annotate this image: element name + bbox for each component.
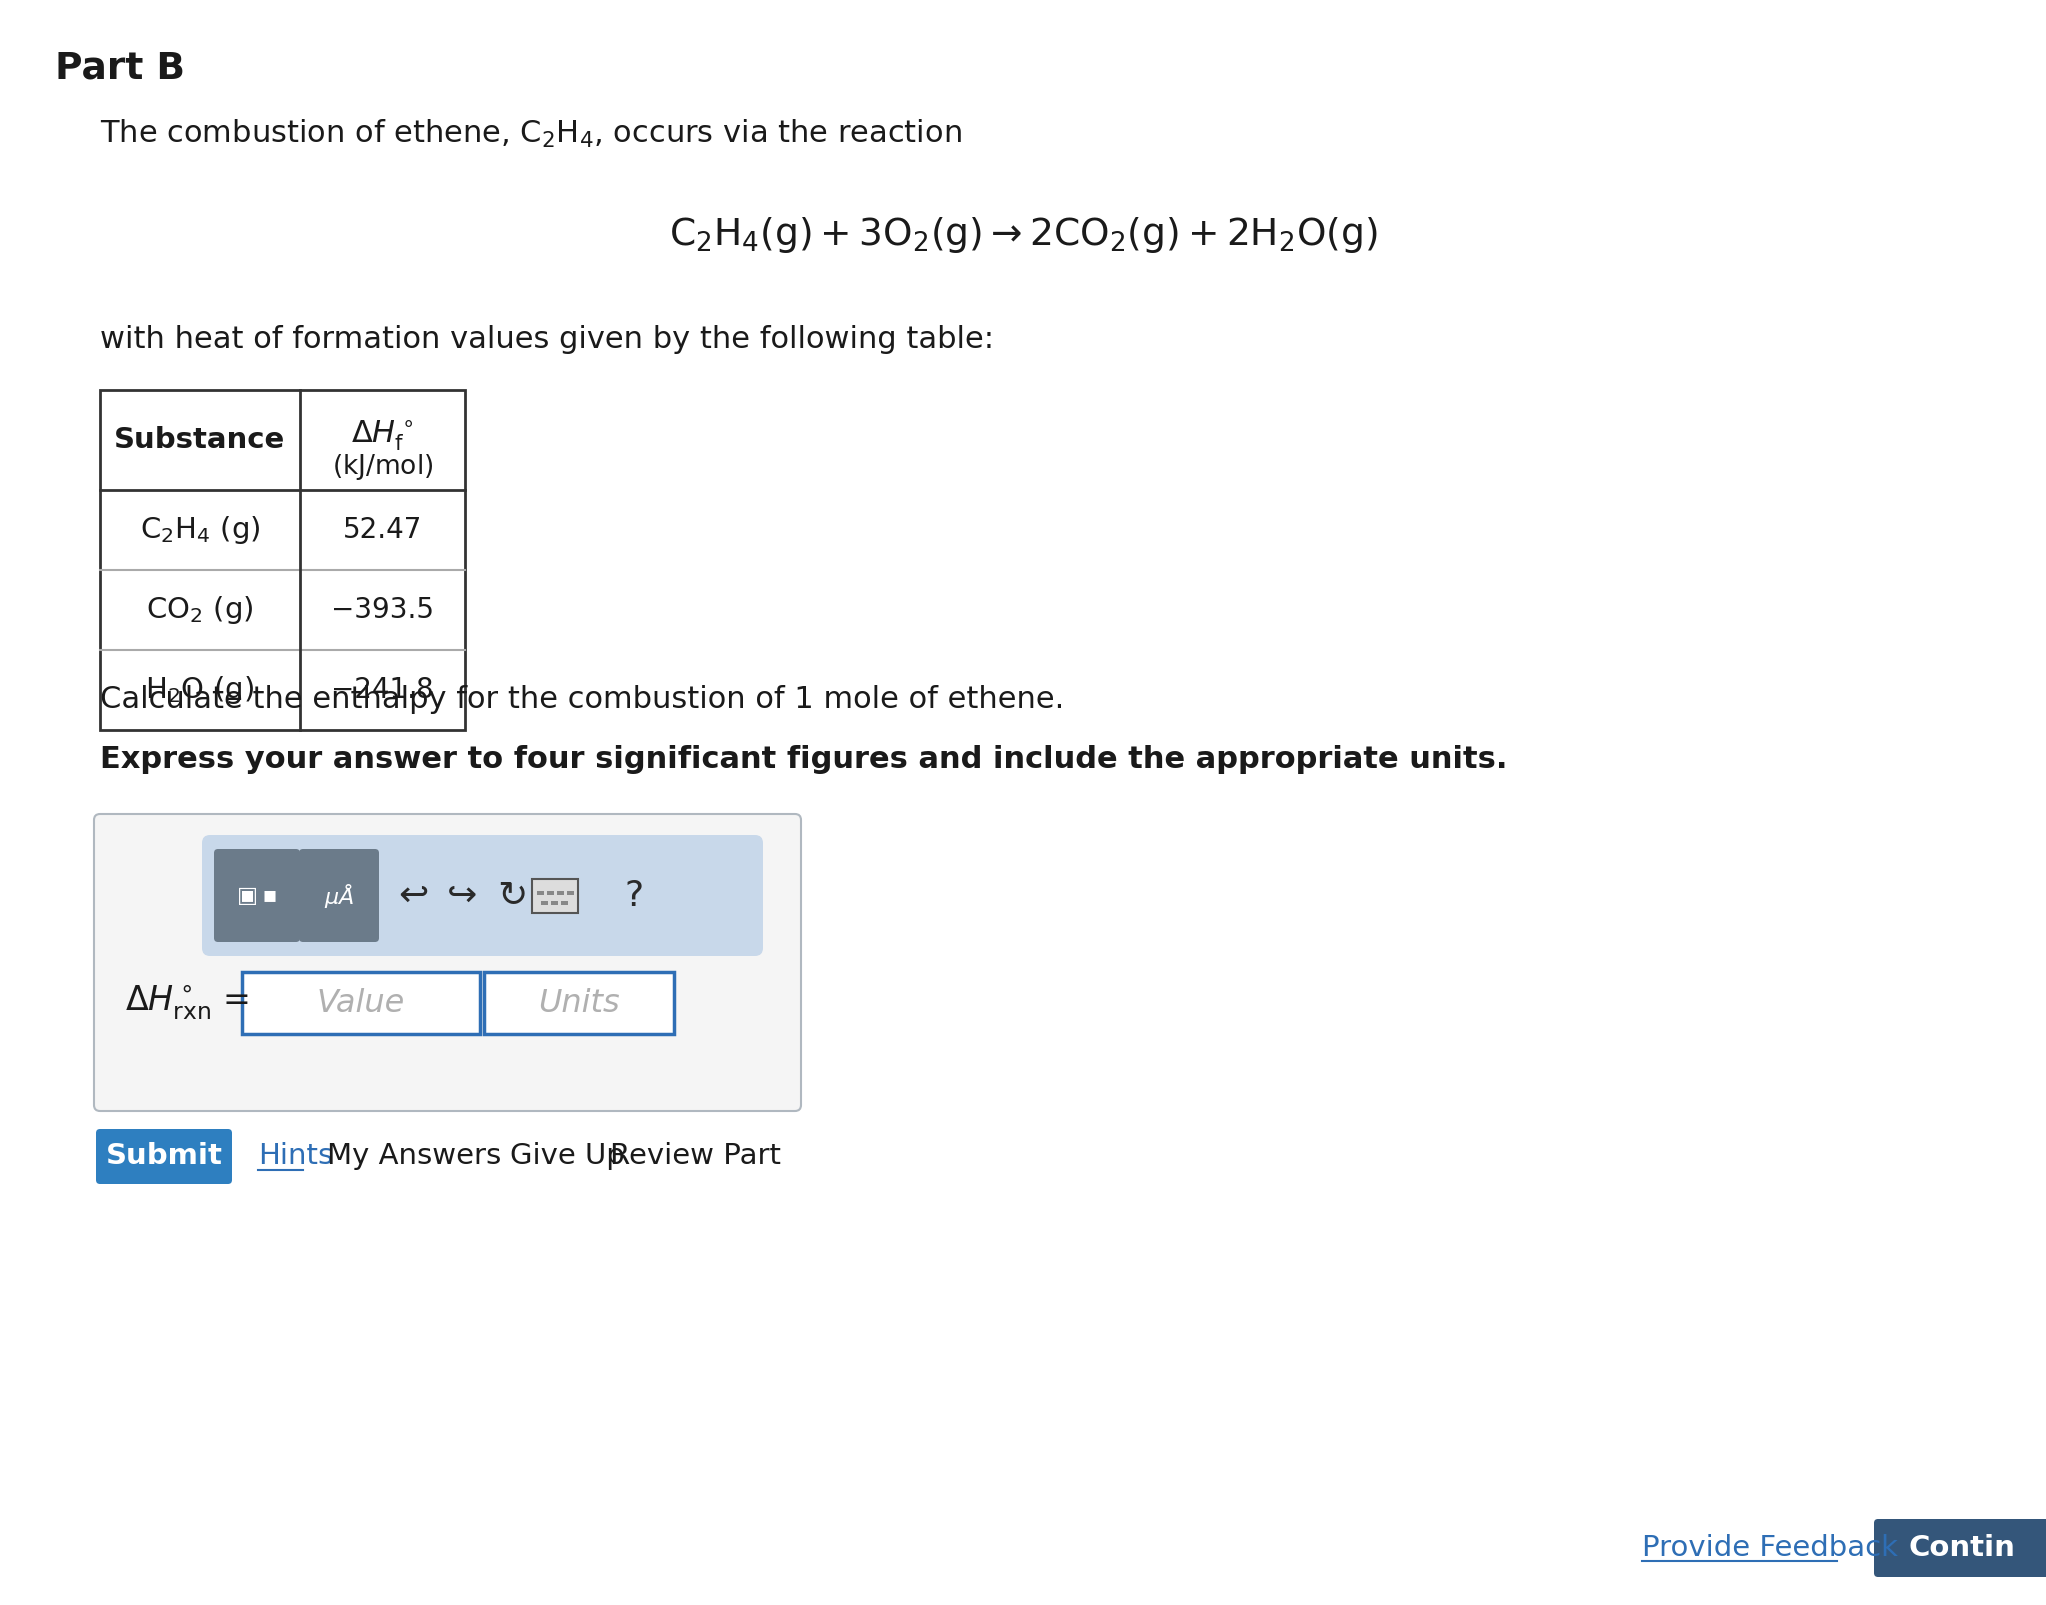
- Bar: [550, 900, 559, 905]
- Text: −393.5: −393.5: [331, 595, 434, 624]
- Text: $\mathrm{CO_2\ (g)}$: $\mathrm{CO_2\ (g)}$: [145, 594, 254, 626]
- Text: Provide Feedback: Provide Feedback: [1643, 1534, 1899, 1562]
- Text: Express your answer to four significant figures and include the appropriate unit: Express your answer to four significant …: [100, 745, 1508, 774]
- Text: ▣ ▪: ▣ ▪: [237, 886, 278, 905]
- Text: Units: Units: [538, 987, 620, 1019]
- Text: with heat of formation values given by the following table:: with heat of formation values given by t…: [100, 324, 994, 355]
- Bar: [540, 900, 548, 905]
- Text: $\mathrm{C_2H_4\ (g)}$: $\mathrm{C_2H_4\ (g)}$: [139, 514, 260, 546]
- Text: $\mathrm{H_2O\ (g)}$: $\mathrm{H_2O\ (g)}$: [145, 674, 254, 706]
- FancyBboxPatch shape: [215, 849, 301, 942]
- Text: My Answers: My Answers: [327, 1143, 501, 1170]
- FancyBboxPatch shape: [299, 849, 379, 942]
- Text: $\mathrm{(kJ/mol)}$: $\mathrm{(kJ/mol)}$: [331, 453, 434, 482]
- Text: ↩: ↩: [397, 878, 428, 913]
- Text: Review Part: Review Part: [610, 1143, 782, 1170]
- Text: Part B: Part B: [55, 50, 184, 87]
- Text: Hints: Hints: [258, 1143, 333, 1170]
- Text: $\mu\AA$: $\mu\AA$: [323, 881, 354, 910]
- Bar: [536, 891, 544, 894]
- Text: Submit: Submit: [106, 1143, 223, 1170]
- FancyBboxPatch shape: [532, 878, 579, 913]
- Bar: [241, 973, 481, 1034]
- Bar: [485, 973, 673, 1034]
- Bar: [546, 891, 554, 894]
- Text: 52.47: 52.47: [344, 515, 421, 544]
- FancyBboxPatch shape: [203, 835, 763, 957]
- Text: The combustion of ethene, $\mathrm{C_2H_4}$, occurs via the reaction: The combustion of ethene, $\mathrm{C_2H_…: [100, 119, 962, 151]
- FancyBboxPatch shape: [1874, 1518, 2046, 1578]
- Bar: [557, 891, 565, 894]
- Text: Calculate the enthalpy for the combustion of 1 mole of ethene.: Calculate the enthalpy for the combustio…: [100, 685, 1064, 714]
- FancyBboxPatch shape: [96, 1128, 231, 1184]
- Text: $\Delta H^\circ_{\rm rxn}$ =: $\Delta H^\circ_{\rm rxn}$ =: [125, 984, 250, 1022]
- Text: Give Up: Give Up: [509, 1143, 624, 1170]
- Bar: [567, 891, 575, 894]
- Text: ↻: ↻: [497, 878, 528, 913]
- Bar: [100, 390, 464, 730]
- Text: Value: Value: [317, 987, 405, 1019]
- FancyBboxPatch shape: [94, 814, 800, 1111]
- Text: ↪: ↪: [446, 878, 477, 913]
- Text: Contin: Contin: [1909, 1534, 2015, 1562]
- Text: ?: ?: [624, 878, 644, 913]
- Text: $\mathrm{C_2H_4(g) + 3O_2(g) \rightarrow 2CO_2(g) + 2H_2O(g)}$: $\mathrm{C_2H_4(g) + 3O_2(g) \rightarrow…: [669, 215, 1377, 255]
- Bar: [561, 900, 569, 905]
- Text: −241.8: −241.8: [331, 676, 434, 705]
- Text: Substance: Substance: [115, 425, 286, 454]
- Text: $\Delta H^\circ_{\mathrm{f}}$: $\Delta H^\circ_{\mathrm{f}}$: [352, 417, 413, 453]
